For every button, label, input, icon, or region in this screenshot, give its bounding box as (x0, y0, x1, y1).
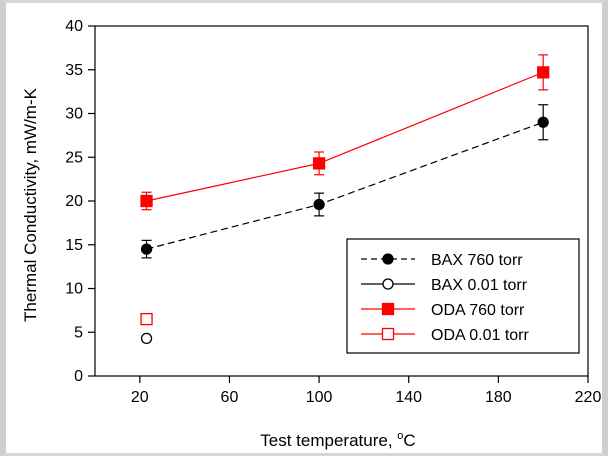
data-point (140, 332, 153, 345)
series-bax-0-01-torr (140, 332, 153, 345)
y-tick-label: 30 (65, 106, 83, 123)
y-tick-label: 35 (65, 62, 83, 79)
legend: BAX 760 torr BAX 0.01 torr ODA 760 torr ODA… (346, 238, 580, 354)
data-point (537, 116, 549, 128)
legend-label: BAX 760 torr (431, 252, 523, 269)
series-line (146, 71, 544, 202)
x-tick-label: 220 (575, 389, 602, 406)
legend-label: ODA 0.01 torr (431, 327, 529, 344)
series-oda-760-torr (140, 54, 550, 211)
legend-marker (381, 327, 395, 341)
x-tick-label: 20 (131, 389, 149, 406)
data-point (312, 157, 326, 170)
data-point (313, 198, 325, 211)
data-point (140, 243, 153, 255)
legend-label: BAX 0.01 torr (431, 277, 528, 294)
x-axis-title: Test temperature, oC (260, 430, 415, 450)
legend-marker (382, 253, 394, 265)
legend-item: ODA 760 torr (361, 302, 525, 319)
y-tick-label: 15 (65, 237, 83, 254)
y-tick-label: 40 (65, 18, 83, 35)
legend-item: BAX 0.01 torr (361, 277, 528, 294)
legend-marker (381, 302, 395, 316)
y-tick-label: 25 (65, 149, 83, 166)
series-oda-0-01-torr (140, 312, 153, 326)
legend-label: ODA 760 torr (431, 302, 525, 319)
legend-item: BAX 760 torr (361, 252, 523, 269)
y-tick-label: 0 (74, 368, 83, 385)
data-point (140, 194, 153, 208)
legend-item: ODA 0.01 torr (361, 327, 529, 344)
y-tick-label: 10 (65, 281, 83, 298)
x-tick-label: 180 (485, 389, 512, 406)
y-axis-title: Thermal Conductivity, mW/m-K (21, 87, 40, 322)
data-point (140, 312, 153, 326)
series-bax-760-torr (140, 104, 549, 259)
y-tick-label: 5 (74, 324, 83, 341)
x-tick-label: 60 (221, 389, 239, 406)
x-tick-label: 100 (306, 389, 333, 406)
y-tick-label: 20 (65, 193, 83, 210)
data-point (537, 66, 550, 79)
x-tick-label: 140 (395, 389, 422, 406)
legend-marker (382, 278, 394, 290)
series-line (146, 121, 544, 250)
